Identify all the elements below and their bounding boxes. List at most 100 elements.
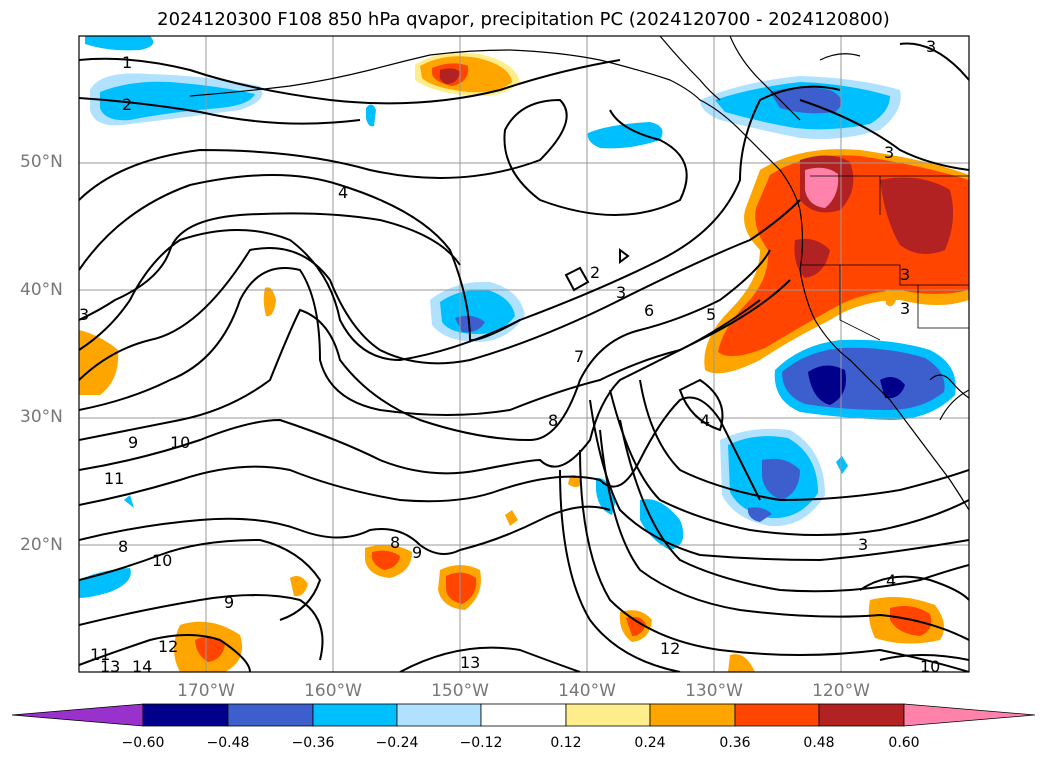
- contour-label: 2: [590, 263, 600, 282]
- precip-blob: [124, 495, 134, 508]
- precip-blob: [836, 456, 848, 474]
- contour-label: 9: [224, 593, 234, 612]
- contour-label: 14: [132, 657, 152, 676]
- precip-blob: [372, 550, 400, 570]
- colorbar-low-extend: [11, 703, 144, 727]
- precip-blob: [263, 287, 276, 317]
- boundaries: [800, 175, 969, 341]
- contour-label: 11: [104, 469, 124, 488]
- contour-label: 12: [660, 639, 680, 658]
- contour-label: 3: [884, 143, 894, 162]
- contour-label: 7: [574, 347, 584, 366]
- contour-label: 10: [152, 551, 172, 570]
- lon-label-150w: 150°W: [431, 681, 489, 701]
- precip-blob: [762, 458, 800, 500]
- colorbar-bin: [649, 703, 736, 727]
- contour-label: 10: [170, 433, 190, 452]
- colorbar-tick: 0.24: [634, 735, 666, 751]
- colorbar-bin: [396, 703, 482, 727]
- coastlines: [189, 36, 969, 511]
- colorbar: [11, 703, 1036, 727]
- lon-label-140w: 140°W: [558, 681, 616, 701]
- contour-label: 4: [338, 183, 348, 202]
- colorbar-bin: [312, 703, 398, 727]
- contour-label: 9: [128, 433, 138, 452]
- qvapor-contours: [79, 42, 969, 672]
- precip-blob: [782, 347, 945, 410]
- precip-blob: [626, 616, 646, 636]
- precip-blob: [446, 572, 477, 604]
- colorbar-tick: 0.60: [888, 735, 920, 751]
- contour-labels: 1 2 4 2 3 6 5 7 3 8 4 9 10 11 8 10 9 9 8…: [79, 37, 940, 676]
- lat-label-20n: 20°N: [20, 535, 63, 555]
- precip-blob: [79, 568, 131, 598]
- colorbar-tick: −0.36: [291, 735, 335, 751]
- colorbar-bin: [227, 703, 314, 727]
- contour-label: 13: [460, 653, 480, 672]
- precip-blob: [728, 654, 755, 672]
- contour-label: 3: [900, 265, 910, 284]
- precip-shading-layer: [79, 36, 969, 672]
- contour-label: 8: [548, 411, 558, 430]
- precip-blob: [880, 376, 905, 399]
- precip-blob: [640, 499, 684, 550]
- lon-label-120w: 120°W: [812, 681, 870, 701]
- graticule: [79, 36, 969, 672]
- contour-label: 3: [926, 37, 936, 56]
- contour-label: 3: [900, 299, 910, 318]
- contour-label: 3: [79, 305, 89, 324]
- colorbar-tick: −0.60: [121, 735, 165, 751]
- contour-label: 8: [390, 533, 400, 552]
- contour-label: 6: [644, 301, 654, 320]
- precip-blob: [587, 122, 663, 149]
- colorbar-tick: 0.12: [550, 735, 582, 751]
- contour-label: 11: [90, 645, 110, 664]
- precip-blob: [885, 289, 896, 307]
- contour-label: 5: [706, 305, 716, 324]
- contour-label: 13: [100, 657, 120, 676]
- contour-label: 12: [158, 637, 178, 656]
- colorbar-bin: [565, 703, 651, 727]
- precip-blob: [794, 238, 830, 278]
- precip-blob: [568, 475, 582, 487]
- lon-label-160w: 160°W: [304, 681, 362, 701]
- lon-label-170w: 170°W: [177, 681, 235, 701]
- precip-blob: [505, 510, 518, 526]
- precip-blob: [366, 104, 376, 127]
- precip-blob: [596, 477, 616, 515]
- precip-blob: [805, 167, 839, 208]
- precip-blob: [748, 507, 772, 522]
- colorbar-tick: 0.48: [803, 735, 835, 751]
- lat-label-50n: 50°N: [20, 152, 63, 172]
- contour-label: 2: [122, 95, 132, 114]
- precip-blob: [808, 365, 846, 405]
- precip-blob: [899, 214, 935, 249]
- precip-blob: [890, 606, 932, 636]
- colorbar-tick: 0.36: [719, 735, 751, 751]
- contour-label: 9: [412, 543, 422, 562]
- colorbar-bin: [734, 703, 820, 727]
- contour-label: 3: [616, 283, 626, 302]
- contour-label: 1: [122, 53, 132, 72]
- map-title: 2024120300 F108 850 hPa qvapor, precipit…: [157, 9, 890, 30]
- precip-blob: [100, 81, 255, 121]
- colorbar-high-extend: [903, 703, 1036, 727]
- colorbar-tick: −0.48: [206, 735, 250, 751]
- precip-blob: [195, 636, 225, 662]
- precip-blob: [439, 68, 460, 84]
- contour-label: 3: [858, 535, 868, 554]
- contour-label: 10: [920, 657, 940, 676]
- lon-label-130w: 130°W: [685, 681, 743, 701]
- colorbar-tick: −0.12: [459, 735, 503, 751]
- contour-label: 8: [118, 537, 128, 556]
- contour-label: 4: [886, 571, 896, 590]
- contour-label: 4: [700, 411, 710, 430]
- lat-label-40n: 40°N: [20, 280, 63, 300]
- precip-blob: [770, 87, 842, 114]
- colorbar-bin: [818, 703, 905, 727]
- colorbar-tick: −0.24: [375, 735, 419, 751]
- lat-label-30n: 30°N: [20, 407, 63, 427]
- precip-blob: [290, 576, 308, 597]
- colorbar-bin: [142, 703, 229, 727]
